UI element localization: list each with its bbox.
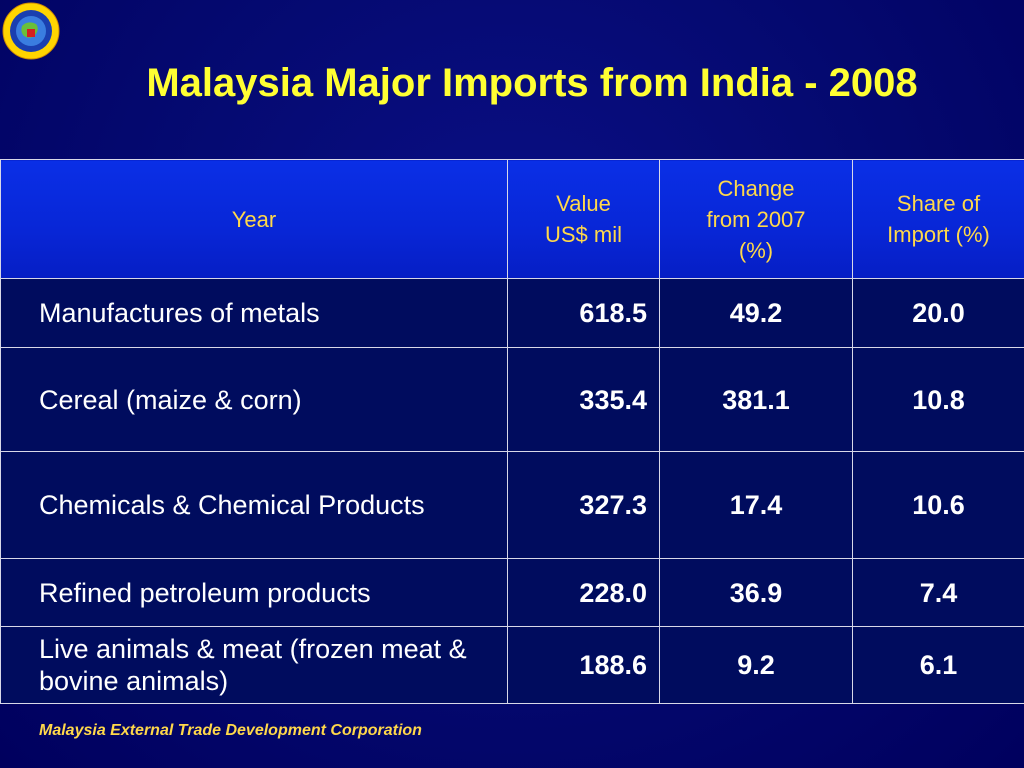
row-share: 10.8	[852, 347, 1024, 452]
row-value: 618.5	[507, 278, 660, 348]
row-value: 335.4	[507, 347, 660, 452]
header-share: Share of Import (%)	[852, 159, 1024, 279]
table-row: Manufactures of metals 618.5 49.2 20.0	[0, 278, 1024, 348]
row-change: 49.2	[659, 278, 853, 348]
header-value: Value US$ mil	[507, 159, 660, 279]
row-share: 10.6	[852, 451, 1024, 559]
table-header-row: Year Value US$ mil Change from 2007 (%) …	[0, 159, 1024, 279]
footer-organization: Malaysia External Trade Development Corp…	[39, 722, 422, 739]
row-item: Manufactures of metals	[0, 278, 508, 348]
row-change: 36.9	[659, 558, 853, 627]
header-change: Change from 2007 (%)	[659, 159, 853, 279]
row-item: Cereal (maize & corn)	[0, 347, 508, 452]
row-share: 20.0	[852, 278, 1024, 348]
row-item: Live animals & meat (frozen meat & bovin…	[0, 626, 508, 704]
row-share: 6.1	[852, 626, 1024, 704]
made-in-malaysia-logo	[2, 2, 60, 60]
row-value: 188.6	[507, 626, 660, 704]
table-row: Chemicals & Chemical Products 327.3 17.4…	[0, 451, 1024, 559]
table-row: Live animals & meat (frozen meat & bovin…	[0, 626, 1024, 704]
table-row: Refined petroleum products 228.0 36.9 7.…	[0, 558, 1024, 627]
row-item: Refined petroleum products	[0, 558, 508, 627]
row-item: Chemicals & Chemical Products	[0, 451, 508, 559]
row-change: 17.4	[659, 451, 853, 559]
row-value: 228.0	[507, 558, 660, 627]
row-value: 327.3	[507, 451, 660, 559]
row-share: 7.4	[852, 558, 1024, 627]
row-change: 381.1	[659, 347, 853, 452]
imports-table-container: Year Value US$ mil Change from 2007 (%) …	[0, 159, 1024, 704]
table-row: Cereal (maize & corn) 335.4 381.1 10.8	[0, 347, 1024, 452]
header-year: Year	[0, 159, 508, 279]
imports-table: Year Value US$ mil Change from 2007 (%) …	[0, 159, 1024, 704]
row-change: 9.2	[659, 626, 853, 704]
slide-title: Malaysia Major Imports from India - 2008	[146, 61, 918, 105]
